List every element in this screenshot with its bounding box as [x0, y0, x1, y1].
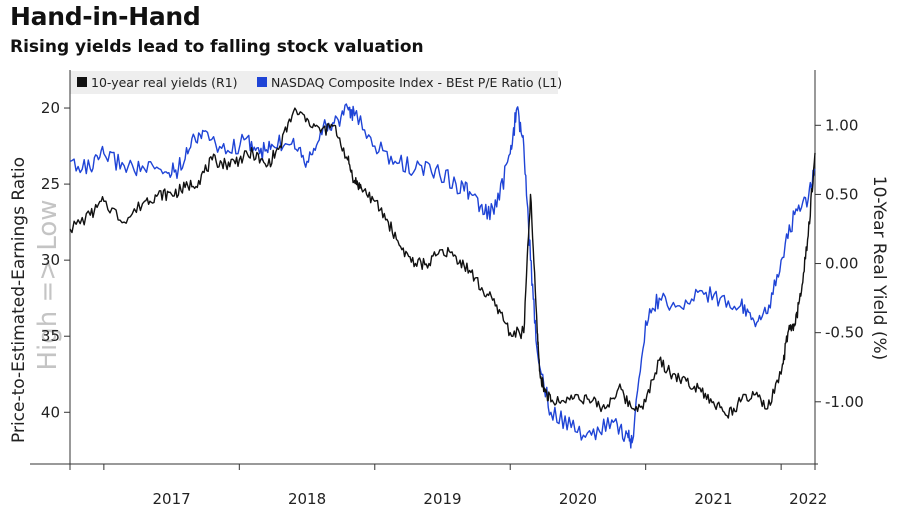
right-tick-label: -0.50: [825, 324, 864, 342]
x-tick-label: 2020: [559, 490, 597, 508]
left-tick-label: 35: [41, 327, 60, 345]
series-lines: [69, 103, 816, 449]
right-axis-label: 10-Year Real Yield (%): [869, 176, 889, 361]
chart-title: Hand-in-Hand: [10, 2, 201, 31]
x-tick-label: 2018: [288, 490, 326, 508]
left-tick-label: 20: [41, 99, 60, 117]
left-tick-label: 30: [41, 251, 60, 269]
left-tick-label: 25: [41, 175, 60, 193]
x-tick-label: 2019: [423, 490, 461, 508]
left-axis-label: Price-to-Estimated-Earnings Ratio: [9, 157, 29, 443]
valuation-direction-annotation: High => Low: [33, 199, 63, 370]
legend-box: [70, 71, 558, 94]
right-tick-label: 0.00: [825, 255, 858, 273]
legend-swatch-real-yields: [77, 77, 87, 87]
left-tick-label: 40: [41, 403, 60, 421]
legend-label-pe-ratio: NASDAQ Composite Index - BEst P/E Ratio …: [271, 75, 562, 90]
left-axis-ticks: 20 25 30 35 40: [41, 99, 70, 421]
series-line-real-yields: [69, 107, 816, 419]
series-line-pe-ratio: [69, 103, 816, 449]
chart-subtitle: Rising yields lead to falling stock valu…: [10, 37, 424, 57]
right-axis-ticks: 1.00 0.50 0.00 -0.50 -1.00: [815, 116, 864, 411]
legend-swatch-pe-ratio: [257, 77, 267, 87]
right-tick-label: -1.00: [825, 393, 864, 411]
x-axis-ticks: 2017 2018 2019 2020 2021 2022: [103, 464, 827, 508]
right-tick-label: 1.00: [825, 116, 858, 134]
legend-label-real-yields: 10-year real yields (R1): [91, 75, 238, 90]
x-tick-label: 2021: [694, 490, 732, 508]
right-tick-label: 0.50: [825, 185, 858, 203]
x-tick-label: 2017: [152, 490, 190, 508]
x-tick-label: 2022: [789, 490, 827, 508]
